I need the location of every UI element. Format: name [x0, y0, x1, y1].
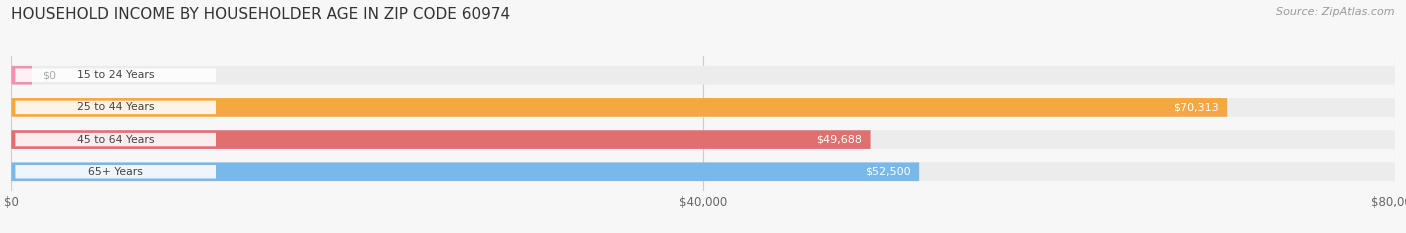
FancyBboxPatch shape	[11, 66, 1395, 85]
FancyBboxPatch shape	[15, 165, 217, 178]
Text: HOUSEHOLD INCOME BY HOUSEHOLDER AGE IN ZIP CODE 60974: HOUSEHOLD INCOME BY HOUSEHOLDER AGE IN Z…	[11, 7, 510, 22]
FancyBboxPatch shape	[11, 98, 1227, 117]
Text: 25 to 44 Years: 25 to 44 Years	[77, 102, 155, 112]
FancyBboxPatch shape	[15, 101, 217, 114]
FancyBboxPatch shape	[15, 133, 217, 146]
Text: $52,500: $52,500	[865, 167, 911, 177]
FancyBboxPatch shape	[11, 98, 1395, 117]
FancyBboxPatch shape	[15, 69, 217, 82]
FancyBboxPatch shape	[11, 66, 32, 85]
FancyBboxPatch shape	[11, 130, 1395, 149]
FancyBboxPatch shape	[11, 130, 870, 149]
Text: $49,688: $49,688	[817, 135, 862, 145]
Text: 15 to 24 Years: 15 to 24 Years	[77, 70, 155, 80]
Text: $70,313: $70,313	[1173, 102, 1219, 112]
FancyBboxPatch shape	[11, 162, 920, 181]
Text: Source: ZipAtlas.com: Source: ZipAtlas.com	[1277, 7, 1395, 17]
FancyBboxPatch shape	[11, 162, 1395, 181]
Text: 65+ Years: 65+ Years	[89, 167, 143, 177]
Text: 45 to 64 Years: 45 to 64 Years	[77, 135, 155, 145]
Text: $0: $0	[42, 70, 56, 80]
